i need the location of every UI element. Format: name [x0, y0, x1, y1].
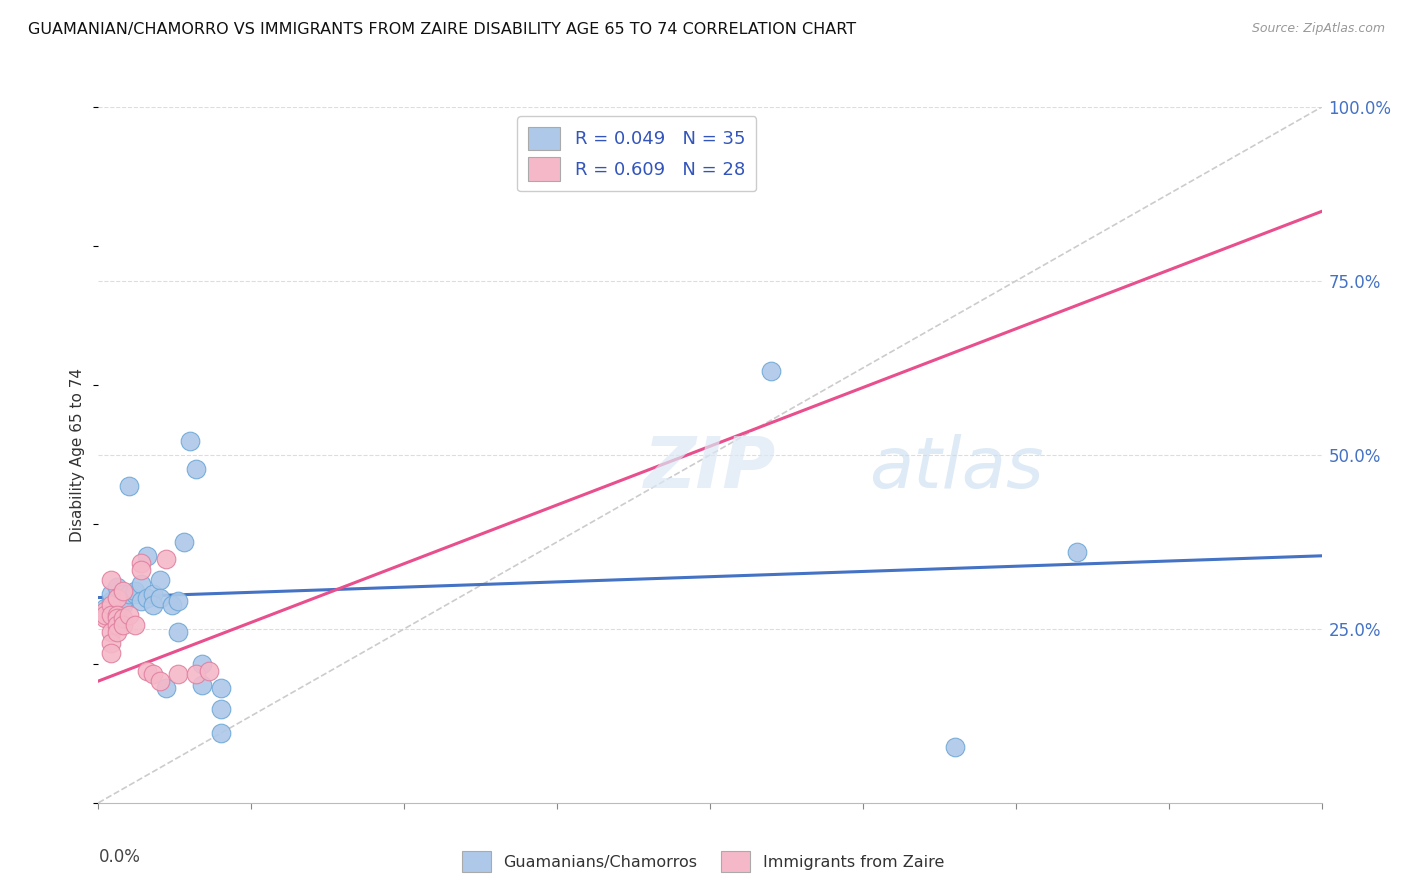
Point: [100, 573, 122, 587]
Point: [100, 636, 122, 650]
Point: [93, 605, 115, 619]
Point: [129, 594, 152, 608]
Point: [191, 677, 214, 691]
Point: [149, 674, 172, 689]
Point: [149, 591, 172, 605]
Point: [155, 681, 177, 695]
Point: [129, 556, 152, 570]
Legend: R = 0.049   N = 35, R = 0.609   N = 28: R = 0.049 N = 35, R = 0.609 N = 28: [517, 116, 756, 192]
Point: [160, 598, 183, 612]
Point: [129, 576, 152, 591]
Point: [124, 618, 146, 632]
Point: [105, 591, 128, 605]
Point: [167, 594, 190, 608]
Point: [209, 702, 232, 716]
Point: [209, 726, 232, 740]
Point: [186, 462, 208, 476]
Point: [105, 607, 128, 622]
Point: [179, 434, 201, 448]
Text: atlas: atlas: [869, 434, 1043, 503]
Point: [943, 740, 966, 755]
Point: [105, 625, 128, 640]
Point: [173, 535, 195, 549]
Point: [100, 625, 122, 640]
Point: [100, 587, 122, 601]
Point: [105, 580, 128, 594]
Point: [155, 552, 177, 566]
Point: [136, 549, 159, 563]
Text: Source: ZipAtlas.com: Source: ZipAtlas.com: [1251, 22, 1385, 36]
Text: GUAMANIAN/CHAMORRO VS IMMIGRANTS FROM ZAIRE DISABILITY AGE 65 TO 74 CORRELATION : GUAMANIAN/CHAMORRO VS IMMIGRANTS FROM ZA…: [28, 22, 856, 37]
Point: [186, 667, 208, 681]
Point: [118, 587, 141, 601]
Point: [142, 587, 165, 601]
Point: [124, 587, 146, 601]
Point: [100, 646, 122, 660]
Legend: Guamanians/Chamorros, Immigrants from Zaire: Guamanians/Chamorros, Immigrants from Za…: [454, 843, 952, 880]
Point: [759, 364, 782, 378]
Point: [124, 583, 146, 598]
Text: ZIP: ZIP: [644, 434, 776, 503]
Point: [111, 583, 134, 598]
Point: [142, 598, 165, 612]
Point: [111, 594, 134, 608]
Point: [105, 611, 128, 625]
Point: [118, 607, 141, 622]
Point: [93, 607, 115, 622]
Point: [111, 587, 134, 601]
Point: [111, 598, 134, 612]
Point: [149, 573, 172, 587]
Point: [191, 657, 214, 671]
Point: [136, 664, 159, 678]
Point: [105, 591, 128, 605]
Point: [167, 667, 190, 681]
Point: [1066, 545, 1088, 559]
Point: [111, 618, 134, 632]
Point: [136, 591, 159, 605]
Point: [118, 479, 141, 493]
Point: [93, 611, 115, 625]
Point: [197, 664, 219, 678]
Point: [100, 607, 122, 622]
Point: [105, 618, 128, 632]
Point: [129, 563, 152, 577]
Point: [93, 601, 115, 615]
Point: [142, 667, 165, 681]
Y-axis label: Disability Age 65 to 74: Disability Age 65 to 74: [70, 368, 86, 542]
Point: [167, 625, 190, 640]
Point: [111, 611, 134, 625]
Point: [100, 598, 122, 612]
Text: 0.0%: 0.0%: [98, 848, 141, 866]
Point: [100, 594, 122, 608]
Point: [209, 681, 232, 695]
